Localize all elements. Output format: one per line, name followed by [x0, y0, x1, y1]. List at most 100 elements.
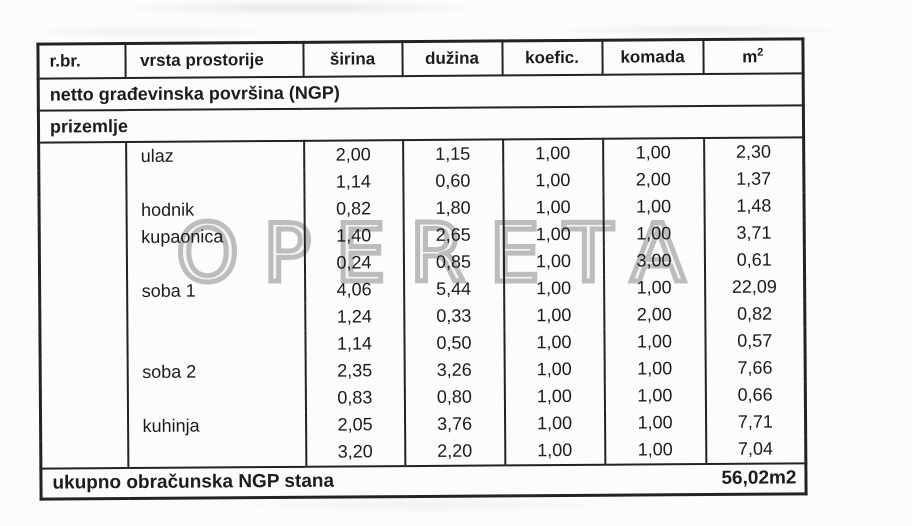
cell-m2: 2,30	[703, 137, 804, 167]
cell-duzina: 3,26	[404, 356, 505, 385]
footer-label: ukupno obračunska NGP stana	[52, 470, 335, 494]
cell-m2: 1,37	[703, 165, 804, 194]
cell-duzina: 3,76	[404, 410, 505, 439]
cell-sirina: 4,06	[304, 276, 404, 304]
cell-komada: 1,00	[602, 193, 705, 221]
cell-sirina: 2,35	[305, 357, 405, 385]
cell-vrsta	[125, 168, 304, 198]
cell-sirina: 0,24	[304, 249, 404, 277]
cell-sirina: 3,20	[305, 438, 405, 467]
area-table: r.br. vrsta prostorije širina dužina koe…	[36, 37, 808, 501]
section-label-prizemlje: prizemlje	[38, 105, 804, 143]
cell-koefic: 1,00	[503, 301, 604, 330]
cell-rbr	[39, 251, 127, 279]
cell-sirina: 1,14	[303, 168, 403, 196]
cell-komada: 1,00	[604, 436, 706, 465]
section-row-ngp: netto građevinska površina (NGP)	[38, 73, 804, 111]
cell-m2: 7,71	[705, 408, 806, 437]
cell-rbr	[40, 440, 128, 469]
cell-komada: 1,00	[602, 138, 704, 167]
cell-m2: 3,71	[704, 219, 805, 248]
cell-sirina: 2,05	[305, 411, 405, 439]
cell-duzina: 1,15	[402, 139, 503, 169]
cell-komada: 1,00	[603, 220, 705, 248]
cell-sirina: 2,00	[303, 140, 403, 169]
column-header-komada: komada	[601, 39, 704, 75]
cell-vrsta: kuhinja	[127, 411, 306, 441]
cell-m2: 7,66	[705, 354, 806, 383]
area-table-container: r.br. vrsta prostorije širina dužina koe…	[36, 37, 808, 501]
cell-koefic: 1,00	[503, 328, 605, 357]
cell-rbr	[40, 359, 128, 387]
cell-rbr	[38, 170, 126, 198]
cell-duzina: 2,20	[404, 437, 505, 467]
cell-rbr	[38, 197, 127, 225]
cell-vrsta	[127, 438, 306, 469]
cell-koefic: 1,00	[504, 382, 605, 411]
cell-m2: 0,66	[705, 381, 806, 410]
cell-sirina: 1,40	[304, 222, 404, 250]
footer-cell: ukupno obračunska NGP stana 56,02m2	[40, 463, 807, 500]
m2-superscript: 2	[757, 46, 764, 59]
column-header-duzina: dužina	[401, 40, 503, 77]
cell-sirina: 0,83	[305, 384, 405, 412]
cell-koefic: 1,00	[503, 247, 604, 276]
cell-koefic: 1,00	[502, 166, 603, 195]
cell-koefic: 1,00	[502, 193, 604, 222]
cell-duzina: 2,65	[403, 221, 504, 250]
cell-duzina: 0,33	[403, 302, 504, 331]
cell-koefic: 1,00	[504, 409, 605, 438]
cell-vrsta: kupaonica	[126, 222, 305, 252]
cell-duzina: 0,80	[404, 383, 505, 412]
cell-m2: 7,04	[705, 435, 806, 465]
cell-komada: 3,00	[603, 247, 705, 275]
cell-sirina: 1,14	[304, 330, 405, 358]
section-label-ngp: netto građevinska površina (NGP)	[38, 73, 804, 111]
column-header-m2: m2	[702, 38, 804, 75]
cell-koefic: 1,00	[504, 436, 605, 466]
cell-duzina: 0,60	[402, 167, 503, 196]
column-header-koefic: koefic.	[501, 40, 603, 76]
cell-vrsta	[127, 384, 306, 414]
column-header-rbr: r.br.	[37, 43, 126, 79]
cell-rbr	[39, 278, 127, 306]
cell-rbr	[39, 332, 128, 360]
cell-vrsta: soba 1	[126, 276, 305, 306]
cell-rbr	[39, 305, 127, 333]
cell-komada: 1,00	[604, 382, 706, 410]
cell-komada: 2,00	[602, 166, 704, 194]
section-row-prizemlje: prizemlje	[38, 105, 804, 143]
cell-koefic: 1,00	[502, 138, 603, 168]
cell-rbr	[38, 142, 126, 171]
cell-komada: 1,00	[604, 409, 706, 437]
cell-sirina: 1,24	[304, 303, 404, 331]
cell-duzina: 0,50	[403, 329, 505, 358]
cell-vrsta: soba 2	[127, 357, 306, 387]
m2-base: m	[742, 46, 758, 67]
cell-komada: 1,00	[603, 328, 706, 356]
footer-total: 56,02m2	[721, 467, 797, 489]
cell-koefic: 1,00	[504, 355, 605, 384]
table-header-row: r.br. vrsta prostorije širina dužina koe…	[37, 38, 804, 79]
column-header-sirina: širina	[302, 41, 403, 77]
cell-vrsta: hodnik	[125, 195, 305, 225]
cell-m2: 0,82	[704, 300, 805, 329]
cell-komada: 1,00	[603, 274, 705, 302]
cell-sirina: 0,82	[303, 195, 404, 223]
cell-m2: 0,57	[704, 327, 806, 356]
cell-vrsta	[126, 249, 305, 279]
cell-rbr	[40, 413, 128, 441]
watermark-text: OPERETA	[173, 207, 710, 300]
cell-vrsta	[126, 303, 305, 333]
cell-rbr	[40, 386, 128, 414]
cell-duzina: 1,80	[402, 194, 504, 223]
cell-komada: 2,00	[603, 301, 705, 329]
cell-m2: 22,09	[704, 273, 805, 302]
cell-rbr	[39, 224, 127, 252]
cell-duzina: 0,85	[403, 248, 504, 277]
cell-m2: 0,61	[704, 246, 805, 275]
cell-koefic: 1,00	[503, 220, 604, 249]
column-header-vrsta: vrsta prostorije	[124, 42, 304, 79]
table-footer-row: ukupno obračunska NGP stana 56,02m2	[40, 463, 807, 500]
